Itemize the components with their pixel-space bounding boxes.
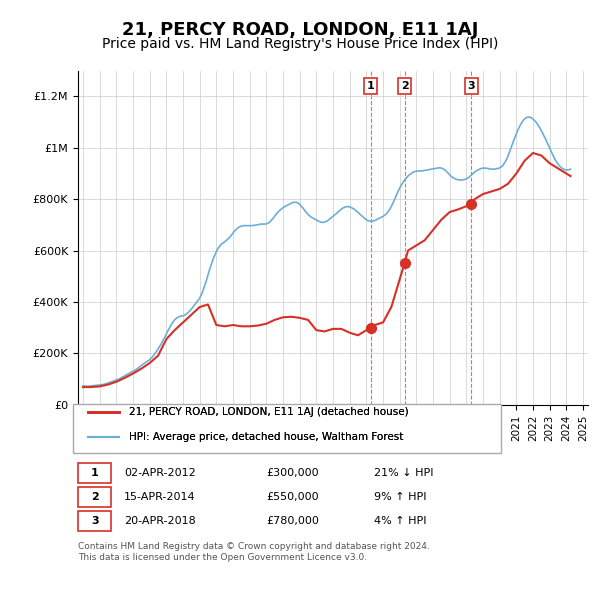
FancyBboxPatch shape [73,404,502,453]
Text: 02-APR-2012: 02-APR-2012 [124,468,196,478]
Text: 2: 2 [91,492,99,502]
Text: £550,000: £550,000 [266,492,319,502]
Text: HPI: Average price, detached house, Waltham Forest: HPI: Average price, detached house, Walt… [129,432,403,442]
Text: 21% ↓ HPI: 21% ↓ HPI [374,468,433,478]
FancyBboxPatch shape [78,487,111,507]
Text: Price paid vs. HM Land Registry's House Price Index (HPI): Price paid vs. HM Land Registry's House … [102,37,498,51]
Text: 3: 3 [467,81,475,91]
Text: 2: 2 [401,81,409,91]
Text: 4% ↑ HPI: 4% ↑ HPI [374,516,426,526]
Text: 20-APR-2018: 20-APR-2018 [124,516,196,526]
Text: 3: 3 [91,516,98,526]
Text: 1: 1 [91,468,99,478]
FancyBboxPatch shape [78,510,111,530]
Text: 21, PERCY ROAD, LONDON, E11 1AJ (detached house): 21, PERCY ROAD, LONDON, E11 1AJ (detache… [129,407,409,417]
FancyBboxPatch shape [78,463,111,483]
Text: Contains HM Land Registry data © Crown copyright and database right 2024.
This d: Contains HM Land Registry data © Crown c… [78,542,430,562]
Text: 21, PERCY ROAD, LONDON, E11 1AJ (detached house): 21, PERCY ROAD, LONDON, E11 1AJ (detache… [129,407,409,417]
Text: £780,000: £780,000 [266,516,320,526]
Text: 9% ↑ HPI: 9% ↑ HPI [374,492,426,502]
Text: 1: 1 [367,81,374,91]
Text: 21, PERCY ROAD, LONDON, E11 1AJ: 21, PERCY ROAD, LONDON, E11 1AJ [122,21,478,39]
Text: 15-APR-2014: 15-APR-2014 [124,492,196,502]
Text: £300,000: £300,000 [266,468,319,478]
Text: HPI: Average price, detached house, Waltham Forest: HPI: Average price, detached house, Walt… [129,432,403,442]
